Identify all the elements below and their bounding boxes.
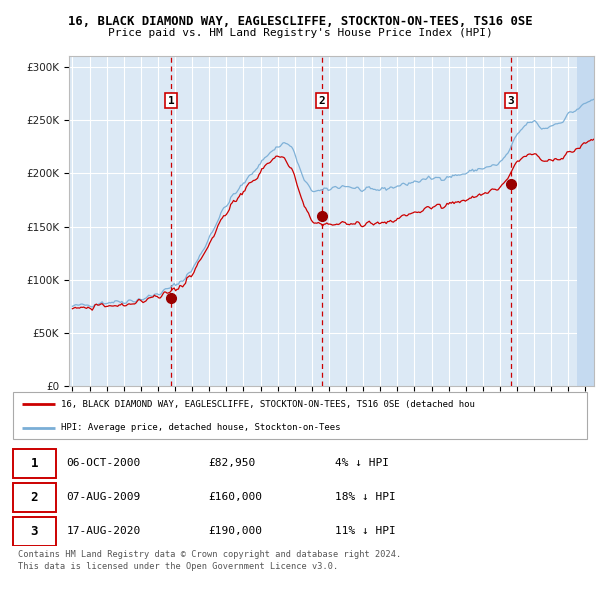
Text: 11% ↓ HPI: 11% ↓ HPI	[335, 526, 395, 536]
Text: 2: 2	[319, 96, 325, 106]
Text: 07-AUG-2009: 07-AUG-2009	[67, 492, 141, 502]
Text: 16, BLACK DIAMOND WAY, EAGLESCLIFFE, STOCKTON-ON-TEES, TS16 0SE (detached hou: 16, BLACK DIAMOND WAY, EAGLESCLIFFE, STO…	[61, 400, 475, 409]
Text: This data is licensed under the Open Government Licence v3.0.: This data is licensed under the Open Gov…	[18, 562, 338, 571]
Text: 1: 1	[168, 96, 175, 106]
FancyBboxPatch shape	[13, 483, 56, 512]
Text: 2: 2	[31, 491, 38, 504]
Text: £190,000: £190,000	[208, 526, 262, 536]
Text: 4% ↓ HPI: 4% ↓ HPI	[335, 458, 389, 468]
Bar	[577, 56, 600, 386]
Text: 3: 3	[31, 525, 38, 538]
Text: Price paid vs. HM Land Registry's House Price Index (HPI): Price paid vs. HM Land Registry's House …	[107, 28, 493, 38]
Text: £160,000: £160,000	[208, 492, 262, 502]
Text: £82,950: £82,950	[208, 458, 255, 468]
FancyBboxPatch shape	[13, 392, 587, 438]
Text: 17-AUG-2020: 17-AUG-2020	[67, 526, 141, 536]
Text: 1: 1	[31, 457, 38, 470]
Text: HPI: Average price, detached house, Stockton-on-Tees: HPI: Average price, detached house, Stoc…	[61, 424, 340, 432]
Text: Contains HM Land Registry data © Crown copyright and database right 2024.: Contains HM Land Registry data © Crown c…	[18, 550, 401, 559]
FancyBboxPatch shape	[13, 448, 56, 478]
Text: 06-OCT-2000: 06-OCT-2000	[67, 458, 141, 468]
Text: 16, BLACK DIAMOND WAY, EAGLESCLIFFE, STOCKTON-ON-TEES, TS16 0SE: 16, BLACK DIAMOND WAY, EAGLESCLIFFE, STO…	[68, 15, 532, 28]
FancyBboxPatch shape	[13, 517, 56, 546]
Text: 18% ↓ HPI: 18% ↓ HPI	[335, 492, 395, 502]
Text: 3: 3	[508, 96, 514, 106]
